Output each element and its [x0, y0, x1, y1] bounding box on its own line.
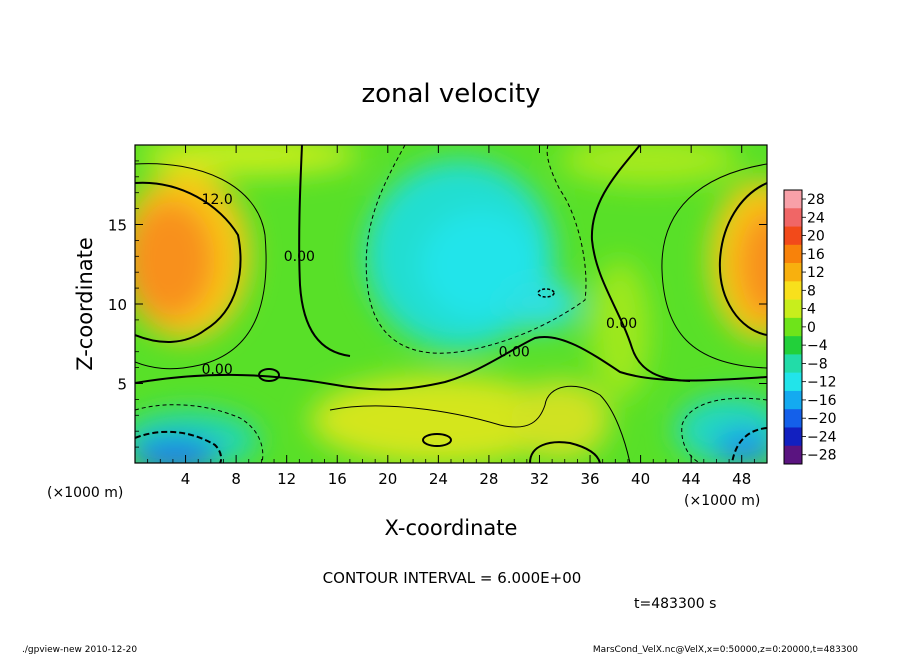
contour-neg6-bottom-right — [681, 397, 767, 463]
footer-left: ./gpview-new 2010-12-20 — [22, 645, 137, 654]
colorbar-label: −28 — [807, 448, 837, 464]
contour-label: 0.00 — [202, 362, 233, 378]
x-tick-label: 32 — [530, 470, 549, 488]
x-tick-label: 48 — [732, 470, 751, 488]
x-tick-label: 40 — [631, 470, 650, 488]
colorbar-label: 0 — [807, 320, 816, 336]
x-tick-label: 24 — [429, 470, 448, 488]
colorbar-label: −16 — [807, 393, 837, 409]
colorbar-swatch — [784, 336, 802, 355]
x-tick-label: 44 — [682, 470, 701, 488]
colorbar-swatch — [784, 226, 802, 246]
x-unit-note-right: (×1000 m) — [684, 493, 760, 509]
contour-6-left — [135, 163, 267, 370]
contour-0-right — [590, 145, 691, 382]
colorbar-swatch — [784, 317, 802, 337]
y-tick-label: 5 — [117, 376, 127, 394]
contour-neg6-center — [365, 145, 587, 354]
footer-right: MarsCond_VelX.nc@VelX,x=0:50000,z=0:2000… — [593, 645, 858, 654]
contour-label: 0.00 — [284, 249, 315, 265]
time-stamp: t=483300 s — [634, 596, 716, 612]
x-tick-label: 36 — [580, 470, 599, 488]
x-axis-ticks: 4 8 12 16 20 24 28 32 36 40 44 48 — [147, 145, 755, 488]
colorbar-swatch — [784, 244, 802, 264]
colorbar-swatch — [784, 354, 802, 373]
colorbar-label: 12 — [807, 265, 825, 281]
x-tick-label: 28 — [479, 470, 498, 488]
x-tick-label: 12 — [277, 470, 296, 488]
colorbar-swatch — [784, 190, 802, 209]
colorbar-label: −24 — [807, 429, 837, 445]
colorbar-label: 16 — [807, 247, 825, 263]
colorbar-label: −20 — [807, 411, 837, 427]
contour-neg6-bottom-left — [135, 404, 264, 463]
colorbar-swatch — [784, 445, 802, 465]
velocity-field — [135, 145, 767, 463]
contour-labels: 12.0 0.00 0.00 0.00 0.00 — [202, 192, 638, 378]
x-tick-label: 16 — [328, 470, 347, 488]
x-axis-label: X-coordinate — [385, 516, 518, 540]
y-axis-ticks: 5 10 15 — [108, 160, 767, 448]
contour-6-right — [661, 163, 767, 369]
y-axis-label: Z-coordinate — [73, 237, 97, 371]
contour-label: 12.0 — [202, 192, 233, 208]
colorbar-swatch — [784, 299, 802, 319]
contour-12-left — [135, 181, 242, 343]
contour-0-mid — [298, 145, 351, 357]
contour-0-lower — [135, 335, 767, 391]
colorbar-swatch — [784, 390, 802, 410]
contour-neg12-bottom-left — [135, 430, 223, 463]
colorbar-label: −12 — [807, 375, 837, 391]
chart-title: zonal velocity — [361, 79, 540, 109]
x-tick-label: 20 — [378, 470, 397, 488]
colorbar-label: 8 — [807, 283, 816, 299]
contour-label: 0.00 — [606, 316, 637, 332]
colorbar-label: 4 — [807, 302, 816, 318]
colorbar-swatch — [784, 427, 802, 447]
contour-label: 0.00 — [499, 344, 530, 360]
colorbar-label: 28 — [807, 192, 825, 208]
contour-bottom-arch — [529, 441, 601, 463]
contour-small-loop-center — [537, 288, 555, 298]
colorbar-label: −8 — [807, 356, 828, 372]
colorbar-swatch — [784, 263, 802, 282]
x-tick-label: 4 — [181, 470, 191, 488]
x-tick-label: 8 — [231, 470, 241, 488]
colorbar-label: 24 — [807, 210, 825, 226]
colorbar-label: 20 — [807, 229, 825, 245]
y-tick-label: 10 — [108, 296, 127, 314]
colorbar-swatch — [784, 409, 802, 428]
contour-12-right — [718, 182, 767, 336]
colorbar-swatch — [784, 372, 802, 392]
x-unit-note-left: (×1000 m) — [47, 485, 123, 501]
contour-6-bottom — [329, 385, 631, 463]
y-tick-label: 15 — [108, 217, 127, 235]
colorbar: 28 24 20 16 12 8 4 0 −4 −8 −12 −16 −20 −24 −28 — [783, 189, 837, 465]
colorbar-label: −4 — [807, 338, 828, 354]
colorbar-swatch — [784, 208, 802, 227]
contour-small-loop — [258, 368, 280, 382]
contour-interval: CONTOUR INTERVAL = 6.000E+00 — [323, 569, 582, 587]
contour-neg12-bottom-right — [731, 427, 767, 463]
contour-small-loop-bottom — [422, 433, 452, 447]
colorbar-swatch — [784, 281, 802, 300]
